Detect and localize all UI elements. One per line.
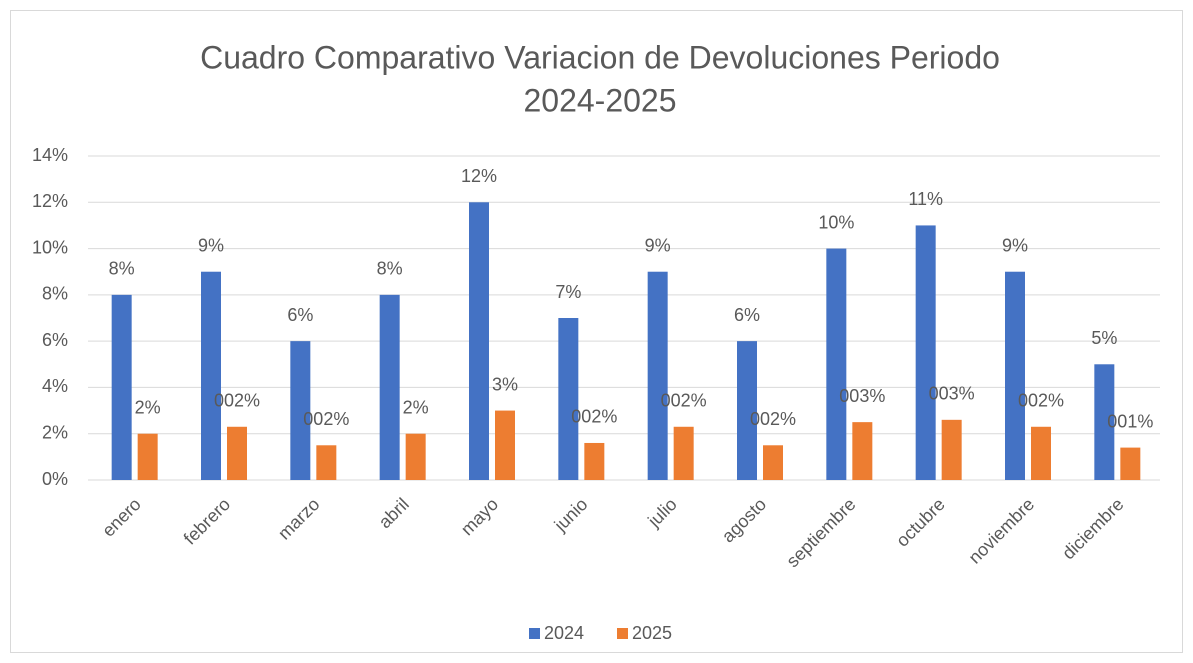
bar	[1120, 447, 1141, 480]
y-tick-label: 6%	[42, 330, 68, 350]
bar	[495, 410, 515, 480]
data-label: 2%	[403, 397, 429, 417]
data-label: 12%	[461, 166, 497, 186]
y-tick-label: 10%	[32, 237, 68, 257]
data-label: 8%	[109, 259, 135, 279]
data-label: 002%	[214, 391, 260, 411]
bar	[1005, 271, 1025, 480]
y-tick-label: 14%	[32, 145, 68, 165]
bar	[673, 426, 694, 480]
y-tick-label: 12%	[32, 191, 68, 211]
data-label: 9%	[198, 235, 224, 255]
bar	[111, 294, 132, 480]
data-label: 11%	[908, 189, 943, 209]
data-label: 8%	[377, 259, 403, 279]
data-label: 3%	[492, 374, 518, 394]
data-label: 002%	[1018, 391, 1064, 411]
data-label: 003%	[839, 386, 885, 406]
data-label: 001%	[1107, 411, 1153, 431]
chart-subtitle: 2024-2025	[523, 82, 676, 118]
data-label: 002%	[303, 409, 349, 429]
bar	[852, 422, 873, 480]
data-label: 6%	[734, 305, 760, 325]
bar	[826, 248, 847, 480]
bar	[915, 225, 936, 480]
data-label: 002%	[750, 409, 796, 429]
data-label: 10%	[818, 212, 854, 232]
y-tick-label: 8%	[42, 284, 68, 304]
bar	[1031, 426, 1051, 480]
data-label: 5%	[1091, 328, 1117, 348]
bar	[558, 318, 579, 480]
bar	[647, 271, 668, 480]
y-tick-label: 0%	[42, 469, 68, 489]
bar	[1094, 364, 1115, 480]
bar	[405, 433, 426, 480]
bar	[379, 294, 400, 480]
bar	[290, 341, 311, 480]
y-tick-label: 4%	[42, 376, 68, 396]
bar	[316, 445, 337, 480]
data-label: 9%	[645, 235, 671, 255]
data-label: 9%	[1002, 235, 1028, 255]
data-label: 2%	[135, 397, 161, 417]
bar	[737, 341, 757, 480]
data-label: 002%	[571, 407, 617, 427]
data-label: 6%	[287, 305, 313, 325]
bar	[469, 202, 489, 481]
legend-label: 2025	[632, 623, 672, 643]
bar	[941, 419, 962, 480]
legend-swatch	[529, 628, 540, 639]
data-label: 7%	[555, 282, 581, 302]
chart-title: Cuadro Comparativo Variacion de Devoluci…	[200, 39, 1000, 75]
y-tick-label: 2%	[42, 422, 68, 442]
bar	[201, 271, 221, 480]
data-label: 003%	[929, 384, 975, 404]
legend-label: 2024	[544, 623, 584, 643]
bar	[763, 445, 783, 480]
bar	[137, 433, 158, 480]
legend-swatch	[617, 628, 628, 639]
bar	[584, 442, 605, 480]
bar	[227, 426, 247, 480]
data-label: 002%	[661, 391, 707, 411]
